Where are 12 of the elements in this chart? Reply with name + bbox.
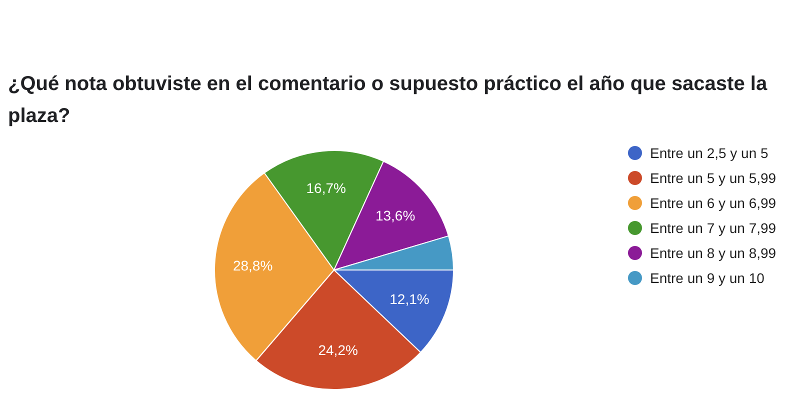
data-label: 13,6%	[375, 208, 416, 224]
data-label: 16,7%	[306, 180, 346, 196]
data-label: 12,1%	[390, 291, 430, 308]
chart-title: ¿Qué nota obtuviste en el comentario o supuesto práctico el año que sacaste la plaza?	[8, 72, 768, 129]
legend-label: Entre un 8 y un 8,99	[650, 244, 776, 260]
data-label: 24,2%	[318, 342, 358, 358]
legend-label: Entre un 9 y un 10	[650, 270, 764, 286]
legend-label: Entre un 6 y un 6,99	[650, 194, 776, 210]
legend-label: Entre un 7 y un 7,99	[650, 220, 776, 236]
legend-label: Entre un 2,5 y un 5	[650, 144, 768, 160]
data-label: 28,8%	[232, 257, 273, 274]
legend-label: Entre un 5 y un 5,99	[650, 170, 776, 186]
